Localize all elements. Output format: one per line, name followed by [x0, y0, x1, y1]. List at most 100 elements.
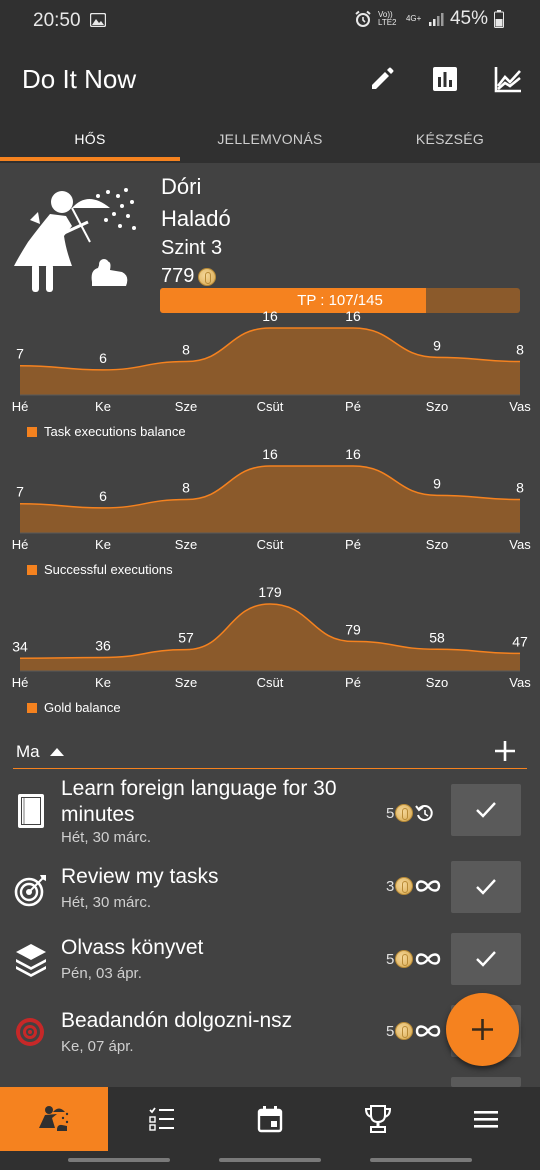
data-label: 79	[345, 621, 361, 637]
check-icon	[476, 951, 496, 967]
signal-icon	[428, 13, 444, 26]
status-time: 20:50	[33, 10, 81, 31]
task-date: Ke, 07 ápr.	[61, 1038, 134, 1055]
x-tick-label: Ke	[95, 399, 111, 414]
repeat-icon	[415, 805, 433, 822]
nav-menu[interactable]	[432, 1087, 540, 1151]
nav-calendar[interactable]	[216, 1087, 324, 1151]
tab-keszseg[interactable]: KÉSZSÉG	[415, 131, 485, 147]
task-date: Hét, 30 márc.	[61, 894, 152, 911]
plus-icon	[472, 1019, 493, 1040]
x-tick-label: Pé	[345, 399, 361, 414]
today-section-header[interactable]: Ma	[16, 742, 64, 762]
chart-legend: Successful executions	[27, 562, 173, 577]
data-label: 58	[429, 629, 445, 645]
book-icon	[18, 794, 44, 828]
hero-gold: 779	[161, 265, 217, 288]
data-label: 7	[16, 484, 24, 500]
x-tick-label: Hé	[12, 399, 29, 414]
battery-percent: 45%	[449, 8, 488, 29]
gold-coin-icon	[395, 950, 414, 968]
nav-hero[interactable]	[0, 1087, 108, 1151]
pencil-icon[interactable]	[367, 64, 397, 94]
task-row[interactable]: Review my tasks Hét, 30 márc. 3	[0, 861, 540, 924]
data-label: 8	[516, 342, 524, 358]
reward-value: 5	[386, 950, 395, 968]
x-tick-label: Vas	[509, 399, 531, 414]
x-tick-label: Sze	[175, 675, 197, 690]
task-title: Beadandón dolgozni-nsz	[61, 1009, 293, 1032]
task-title: Learn foreign language for 30 minutes	[61, 777, 337, 826]
task-row[interactable]: Learn foreign language for 30 minutes Hé…	[0, 776, 540, 850]
x-tick-label: Csüt	[257, 537, 284, 552]
bar-chart-icon[interactable]	[430, 64, 460, 94]
bottom-navigation	[0, 1087, 540, 1151]
infinity-icon	[416, 880, 441, 892]
alarm-icon	[355, 10, 371, 27]
app-title: Do It Now	[22, 64, 137, 94]
x-tick-label: Csüt	[257, 399, 284, 414]
task-reward: 5	[386, 1022, 442, 1040]
line-chart-icon[interactable]	[493, 64, 523, 94]
hero-level: Szint 3	[161, 237, 223, 259]
task-title: Olvass könyvet	[61, 936, 204, 959]
complete-task-button[interactable]	[451, 933, 521, 985]
tab-jellemvonas[interactable]: JELLEMVONÁS	[217, 131, 323, 147]
data-label: 9	[433, 475, 441, 491]
data-label: 47	[512, 633, 528, 649]
data-label: 9	[433, 337, 441, 353]
data-label: 8	[182, 342, 190, 358]
hero-avatar-icon	[14, 188, 136, 292]
x-tick-label: Vas	[509, 675, 531, 690]
gold-coin-icon	[198, 267, 217, 286]
task-row[interactable]: Olvass könyvet Pén, 03 ápr. 5	[0, 933, 540, 995]
app-bar: Do It Now	[0, 42, 540, 120]
data-label: 8	[182, 480, 190, 496]
x-tick-label: Sze	[175, 537, 197, 552]
gold-coin-icon	[395, 1022, 414, 1040]
gesture-home[interactable]	[219, 1158, 321, 1162]
active-tab-indicator	[0, 157, 180, 161]
gesture-back[interactable]	[370, 1158, 472, 1162]
gold-coin-icon	[395, 877, 414, 895]
data-label: 36	[95, 638, 111, 654]
data-label: 179	[258, 586, 282, 600]
network-label: Vo)) LTE2	[377, 10, 397, 27]
nav-tasks[interactable]	[108, 1087, 216, 1151]
task-reward: 5	[386, 802, 436, 824]
gesture-recents[interactable]	[68, 1158, 170, 1162]
target-dart-icon	[14, 875, 46, 907]
x-tick-label: Hé	[12, 675, 29, 690]
complete-task-button[interactable]	[451, 1077, 521, 1087]
gallery-notification-icon	[90, 13, 106, 27]
status-bar: 20:50 Vo)) LTE2 4G+ 45%	[0, 0, 540, 42]
task-executions-chart-svg: 7 6 8 16 16 9 8 Hé Ke Sze Csüt Pé Szo Vas	[12, 310, 532, 414]
battery-icon	[494, 10, 504, 28]
x-tick-label: Pé	[345, 675, 361, 690]
data-label: 6	[99, 350, 107, 366]
legend-label: Gold balance	[44, 700, 121, 715]
nav-achievements[interactable]	[324, 1087, 432, 1151]
hero-gold-value: 779	[161, 265, 195, 287]
add-task-plus-icon[interactable]	[492, 738, 518, 764]
x-tick-label: Szo	[426, 537, 448, 552]
data-label: 34	[12, 638, 28, 654]
x-tick-label: Hé	[12, 537, 29, 552]
legend-swatch	[27, 702, 37, 713]
chart-legend: Gold balance	[27, 700, 121, 715]
data-label: 6	[99, 488, 107, 504]
gold-balance-chart-svg: 34 36 57 179 79 58 47 Hé Ke Sze Csüt Pé Szo Vas	[12, 586, 532, 690]
legend-label: Successful executions	[44, 562, 173, 577]
hero-rank: Haladó	[161, 206, 231, 231]
data-label: 16	[262, 310, 278, 324]
legend-swatch	[27, 426, 37, 437]
infinity-icon	[416, 953, 441, 965]
add-task-fab[interactable]	[446, 993, 519, 1066]
series-line	[19, 327, 521, 371]
tab-hos[interactable]: HŐS	[74, 131, 106, 147]
complete-task-button[interactable]	[451, 784, 521, 836]
calendar-icon	[257, 1106, 283, 1133]
task-executions-chart: 7 6 8 16 16 9 8 Hé Ke Sze Csüt Pé Szo Vas Task execut…	[0, 310, 540, 440]
x-tick-label: Sze	[175, 399, 197, 414]
complete-task-button[interactable]	[451, 861, 521, 913]
